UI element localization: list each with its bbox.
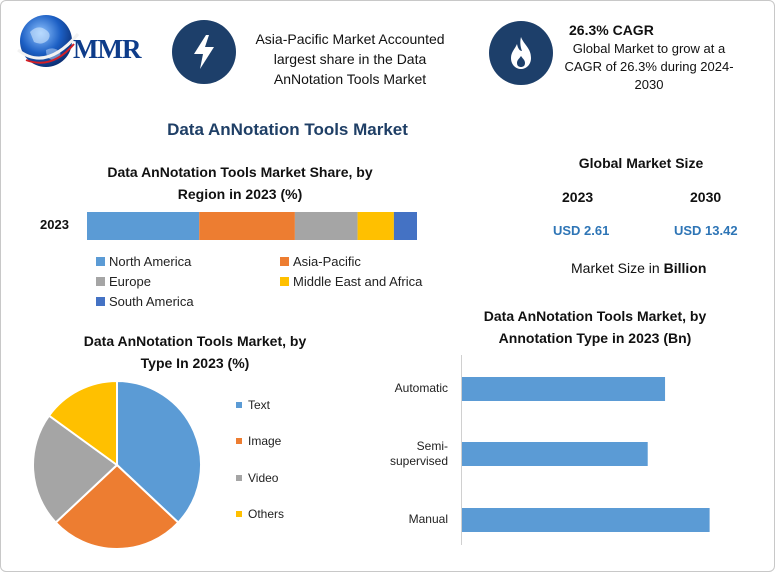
note-unit: Billion bbox=[663, 260, 707, 276]
lightning-icon bbox=[194, 35, 214, 69]
annotation-cat-manual: Manual bbox=[408, 512, 448, 526]
pie-legend-video: Video bbox=[236, 471, 278, 485]
region-title-line-2: Region in 2023 (%) bbox=[177, 186, 303, 202]
year-2023: 2023 bbox=[562, 189, 594, 205]
global-market-title: Global Market Size bbox=[578, 155, 704, 171]
legend-swatch bbox=[96, 277, 105, 286]
pie-legend-image: Image bbox=[236, 434, 281, 448]
legend-label: Video bbox=[248, 471, 279, 485]
year-2030: 2030 bbox=[690, 189, 722, 205]
pie-slice-image bbox=[54, 463, 180, 550]
region-segment-north-america bbox=[87, 212, 200, 240]
legend-asia-pacific: Asia-Pacific bbox=[280, 254, 361, 269]
pie-slice-others bbox=[47, 379, 118, 467]
market-size-note: Market Size in Billion bbox=[571, 260, 706, 276]
highlight-1-line-2: largest share in the Data bbox=[273, 51, 427, 67]
lightning-badge bbox=[172, 20, 236, 84]
legend-swatch bbox=[236, 438, 242, 444]
cagr-text: Global Market to grow at a CAGR of 26.3%… bbox=[556, 40, 742, 94]
annotation-chart-title: Data AnNotation Tools Market, by Annotat… bbox=[450, 305, 740, 349]
legend-north-america: North America bbox=[96, 254, 191, 269]
highlight-text-1: Asia-Pacific Market Accounted largest sh… bbox=[238, 29, 462, 89]
logo-text: MMR bbox=[73, 34, 141, 64]
annotation-bar-semi-supervised bbox=[462, 442, 648, 466]
region-stacked-bar bbox=[87, 212, 417, 240]
annotation-axis-line bbox=[461, 355, 462, 545]
legend-label: Others bbox=[248, 507, 285, 521]
annotation-bar-manual bbox=[462, 508, 710, 532]
region-segment-south-america bbox=[393, 212, 417, 240]
main-title: Data AnNotation Tools Market bbox=[167, 120, 408, 139]
region-category-label: 2023 bbox=[40, 217, 69, 232]
legend-south-america: South America bbox=[96, 294, 194, 309]
mmr-logo: MMR bbox=[16, 10, 156, 70]
legend-label: North America bbox=[109, 254, 192, 269]
legend-mea: Middle East and Africa bbox=[280, 274, 422, 289]
legend-swatch bbox=[236, 511, 242, 517]
region-segment-europe bbox=[294, 212, 358, 240]
annotation-cat-automatic: Automatic bbox=[394, 381, 448, 395]
flame-icon bbox=[511, 37, 531, 69]
annotation-bars bbox=[462, 377, 710, 532]
annotation-cat-semi-supervised: Semi- supervised bbox=[389, 439, 448, 468]
note-prefix: Market Size in bbox=[571, 260, 664, 276]
type-chart-title: Data AnNotation Tools Market, by Type In… bbox=[50, 330, 340, 374]
legend-label: Europe bbox=[109, 274, 151, 289]
cagr-line-3: 2030 bbox=[634, 77, 664, 92]
highlight-1-line-1: Asia-Pacific Market Accounted bbox=[255, 31, 445, 47]
globe-icon bbox=[17, 15, 80, 67]
legend-label: Middle East and Africa bbox=[293, 274, 423, 289]
type-pie-chart bbox=[32, 379, 202, 550]
highlight-1-line-3: AnNotation Tools Market bbox=[273, 71, 427, 87]
legend-swatch bbox=[96, 257, 105, 266]
pie-legend-others: Others bbox=[236, 507, 284, 521]
value-2030: USD 13.42 bbox=[674, 223, 738, 238]
pie-slice-video bbox=[32, 414, 119, 524]
cagr-line-2: CAGR of 26.3% during 2024- bbox=[564, 59, 734, 74]
region-chart-title: Data AnNotation Tools Market Share, by R… bbox=[70, 161, 410, 205]
region-segment-middle-east-and-africa bbox=[357, 212, 394, 240]
flame-badge bbox=[489, 21, 553, 85]
value-2023: USD 2.61 bbox=[553, 223, 610, 238]
region-segment-asia-pacific bbox=[199, 212, 295, 240]
legend-swatch bbox=[280, 257, 289, 266]
legend-swatch bbox=[96, 297, 105, 306]
type-title-line-2: Type In 2023 (%) bbox=[140, 355, 250, 371]
legend-swatch bbox=[280, 277, 289, 286]
pie-slice-text bbox=[116, 379, 202, 524]
type-title-line-1: Data AnNotation Tools Market, by bbox=[83, 333, 307, 349]
annotation-title-line-2: Annotation Type in 2023 (Bn) bbox=[498, 330, 692, 346]
legend-swatch bbox=[236, 402, 242, 408]
legend-label: Image bbox=[248, 434, 282, 448]
cagr-title: 26.3% CAGR bbox=[569, 22, 654, 38]
legend-label: South America bbox=[109, 294, 194, 309]
legend-label: Text bbox=[248, 398, 271, 412]
legend-europe: Europe bbox=[96, 274, 151, 289]
pie-legend-text: Text bbox=[236, 398, 270, 412]
region-title-line-1: Data AnNotation Tools Market Share, by bbox=[107, 164, 373, 180]
annotation-title-line-1: Data AnNotation Tools Market, by bbox=[483, 308, 707, 324]
cagr-line-1: Global Market to grow at a bbox=[572, 41, 726, 56]
annotation-bar-automatic bbox=[462, 377, 666, 401]
legend-swatch bbox=[236, 475, 242, 481]
legend-label: Asia-Pacific bbox=[293, 254, 361, 269]
